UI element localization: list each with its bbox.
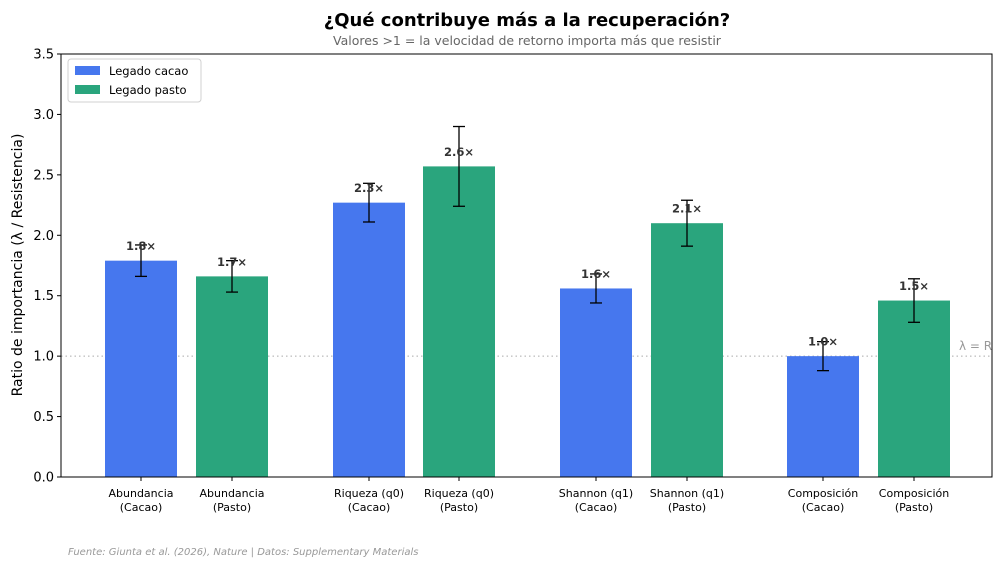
legend-swatch-cacao <box>75 66 100 75</box>
value-label: 1.8× <box>126 239 156 253</box>
bar <box>333 202 405 477</box>
error-bars <box>135 125 920 372</box>
chart-subtitle: Valores >1 = la velocidad de retorno imp… <box>333 33 722 48</box>
value-label: 2.3× <box>354 181 384 195</box>
bar <box>560 288 632 477</box>
legend-label-cacao: Legado cacao <box>109 64 188 78</box>
y-axis-title: Ratio de importancia (λ / Resistencia) <box>10 134 26 397</box>
value-labels: 1.8× 1.7× 2.3× 2.6× 1.6× 2.1× 1.0× 1.5× <box>126 145 929 349</box>
x-tick-label-line2: (Cacao) <box>802 501 845 514</box>
value-label: 1.5× <box>899 279 929 293</box>
y-tick-label: 1.5 <box>33 289 54 304</box>
plot-area-frame <box>60 53 993 478</box>
chart-title: ¿Qué contribuye más a la recuperación? <box>324 10 730 31</box>
x-tick-label-line1: Shannon (q1) <box>650 487 724 500</box>
value-label: 1.0× <box>808 335 838 349</box>
reference-line-label: λ = R <box>959 339 992 353</box>
legend: Legado cacao Legado pasto <box>67 58 202 103</box>
y-tick-label: 0.0 <box>33 471 54 486</box>
x-tick-label-line1: Riqueza (q0) <box>424 487 494 500</box>
source-note: Fuente: Giunta et al. (2026), Nature | D… <box>68 547 418 558</box>
y-tick-label: 0.5 <box>33 410 54 425</box>
value-label: 1.7× <box>217 255 247 269</box>
bar <box>105 260 177 477</box>
x-tick-label-line1: Riqueza (q0) <box>334 487 404 500</box>
x-tick-label-line1: Composición <box>788 487 858 500</box>
x-tick-label-line1: Abundancia <box>109 487 174 500</box>
value-label: 2.1× <box>672 202 702 216</box>
x-axis-ticks: Abundancia(Cacao)Abundancia(Pasto)Riquez… <box>109 477 949 514</box>
bars <box>105 166 950 477</box>
x-tick-label-line1: Composición <box>879 487 949 500</box>
legend-label-pasto: Legado pasto <box>109 83 187 97</box>
x-tick-label-line2: (Pasto) <box>895 501 933 514</box>
y-tick-label: 2.0 <box>33 229 54 244</box>
bar <box>423 166 495 477</box>
x-tick-label-line1: Shannon (q1) <box>559 487 633 500</box>
x-tick-label-line2: (Pasto) <box>440 501 478 514</box>
bar <box>196 276 268 477</box>
bar <box>651 223 723 477</box>
bar <box>787 356 859 477</box>
legend-frame <box>67 58 202 103</box>
y-tick-label: 3.0 <box>33 108 54 123</box>
x-tick-label-line2: (Pasto) <box>668 501 706 514</box>
x-tick-label-line2: (Pasto) <box>213 501 251 514</box>
value-label: 2.6× <box>444 145 474 159</box>
y-axis-ticks: 0.0 0.5 1.0 1.5 2.0 2.5 3.0 3.5 <box>33 48 61 486</box>
x-tick-label-line1: Abundancia <box>200 487 265 500</box>
x-tick-label-line2: (Cacao) <box>120 501 163 514</box>
legend-swatch-pasto <box>75 85 100 94</box>
y-tick-label: 2.5 <box>33 168 54 183</box>
value-label: 1.6× <box>581 267 611 281</box>
bar <box>878 300 950 477</box>
y-tick-label: 3.5 <box>33 48 54 63</box>
y-tick-label: 1.0 <box>33 350 54 365</box>
x-tick-label-line2: (Cacao) <box>348 501 391 514</box>
x-tick-label-line2: (Cacao) <box>575 501 618 514</box>
